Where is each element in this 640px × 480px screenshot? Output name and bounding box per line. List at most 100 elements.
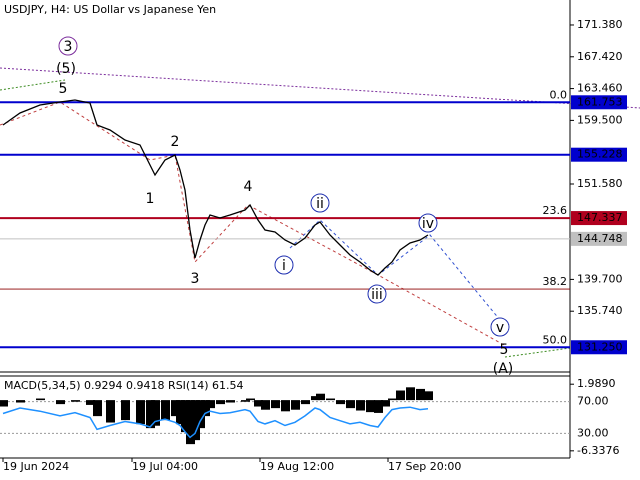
wave-line bbox=[0, 101, 505, 346]
macd-bar bbox=[93, 400, 102, 417]
macd-bar bbox=[176, 400, 185, 425]
wave-label: (A) bbox=[493, 361, 514, 377]
y-tick-label: 135.740 bbox=[577, 304, 623, 317]
wave-label: 2 bbox=[171, 134, 180, 150]
y-tick-label: 159.500 bbox=[577, 113, 623, 126]
level-badge bbox=[571, 211, 627, 226]
signal-value: 0.9418 bbox=[126, 379, 165, 392]
wave-label: 5 bbox=[500, 342, 509, 358]
wave-label: ii bbox=[316, 196, 324, 212]
level-label: 147.337 bbox=[577, 211, 623, 224]
y2-tick-label: 30.00 bbox=[577, 426, 609, 439]
macd-bar bbox=[0, 400, 8, 407]
macd-bar bbox=[346, 400, 355, 409]
macd-bar bbox=[388, 398, 397, 401]
macd-bar bbox=[106, 400, 115, 423]
macd-bar bbox=[86, 400, 95, 405]
macd-bar bbox=[196, 400, 205, 429]
macd-bar bbox=[291, 400, 300, 410]
macd-bar bbox=[316, 393, 325, 401]
wave-circle bbox=[367, 284, 387, 304]
level-badge bbox=[571, 231, 627, 246]
macd-bar bbox=[216, 400, 225, 405]
wave-circle bbox=[418, 213, 438, 233]
x-tick-label: 19 Jun 2024 bbox=[3, 460, 69, 473]
y-tick-label: 139.700 bbox=[577, 272, 623, 285]
y-tick-label: 151.580 bbox=[577, 177, 623, 190]
macd-bar bbox=[71, 400, 80, 402]
macd-bar bbox=[36, 398, 45, 401]
level-label: 155.228 bbox=[577, 148, 623, 161]
macd-bar bbox=[406, 387, 415, 401]
wave-label: iii bbox=[371, 287, 383, 303]
fib-label: 38.2 bbox=[543, 275, 568, 288]
macd-bar bbox=[356, 400, 365, 411]
macd-bar bbox=[121, 400, 130, 421]
macd-bar bbox=[326, 398, 335, 401]
rsi-value: 61.54 bbox=[212, 379, 244, 392]
macd-bar bbox=[201, 400, 210, 417]
macd-bar bbox=[301, 400, 310, 405]
macd-bar bbox=[241, 400, 250, 402]
macd-bar bbox=[16, 400, 25, 403]
macd-bar bbox=[374, 400, 383, 413]
x-tick-label: 17 Sep 20:00 bbox=[388, 460, 461, 473]
level-badge bbox=[571, 147, 627, 162]
fib-label: 23.6 bbox=[543, 204, 568, 217]
macd-bar bbox=[146, 400, 155, 429]
trend-line bbox=[0, 79, 66, 91]
macd-value: 0.9294 bbox=[84, 379, 123, 392]
level-badge bbox=[571, 95, 627, 110]
y2-tick-label: 70.00 bbox=[577, 395, 609, 408]
level-label: 144.748 bbox=[577, 232, 623, 245]
chart-title: USDJPY, H4: US Dollar vs Japanese Yen bbox=[4, 3, 216, 16]
macd-bar bbox=[281, 400, 290, 412]
macd-bar bbox=[171, 400, 180, 417]
macd-bar bbox=[381, 400, 390, 407]
y-tick-label: 167.420 bbox=[577, 50, 623, 63]
level-label: 161.753 bbox=[577, 95, 623, 108]
trend-line bbox=[0, 67, 640, 109]
wave-label: 3 bbox=[64, 39, 73, 55]
macd-bar bbox=[151, 400, 160, 426]
wave-label: 1 bbox=[146, 191, 155, 207]
macd-bar bbox=[136, 400, 145, 425]
macd-bar bbox=[206, 400, 215, 409]
indicator-readout: MACD(5,34,5) 0.9294 0.9418 RSI(14) 61.54 bbox=[4, 379, 244, 392]
macd-bar bbox=[161, 400, 170, 421]
macd-bar bbox=[261, 400, 270, 410]
macd-bar bbox=[311, 396, 320, 401]
rsi-line bbox=[2, 406, 429, 439]
macd-bar bbox=[336, 400, 345, 405]
wave-circle bbox=[310, 193, 330, 213]
macd-bar bbox=[416, 388, 425, 401]
wave-circle bbox=[58, 36, 78, 56]
wave-circle bbox=[490, 317, 510, 337]
macd-bar bbox=[226, 400, 235, 403]
rsi-label: RSI(14) bbox=[168, 379, 208, 392]
macd-bar bbox=[396, 390, 405, 401]
wave-label: 5 bbox=[59, 81, 68, 97]
x-tick-label: 19 Jul 04:00 bbox=[132, 460, 198, 473]
price-line bbox=[2, 99, 429, 276]
wave-circle bbox=[274, 255, 294, 275]
macd-bar bbox=[191, 400, 200, 441]
wave-label: 3 bbox=[191, 271, 200, 287]
y-tick-label: -6.3376 bbox=[577, 444, 619, 457]
y-tick-label: 1.9890 bbox=[577, 377, 616, 390]
macd-bar bbox=[366, 400, 375, 413]
wave-label: 4 bbox=[244, 179, 253, 195]
trend-line bbox=[504, 347, 571, 358]
x-tick-label: 19 Aug 12:00 bbox=[260, 460, 334, 473]
fib-label: 0.0 bbox=[550, 88, 568, 101]
wave-label: (5) bbox=[56, 61, 76, 77]
macd-bar bbox=[246, 398, 255, 401]
level-label: 131.250 bbox=[577, 340, 623, 353]
fib-label: 50.0 bbox=[543, 333, 568, 346]
macd-bar bbox=[424, 391, 433, 401]
y-tick-label: 163.460 bbox=[577, 82, 623, 95]
wave-label: i bbox=[282, 258, 286, 274]
macd-bar bbox=[271, 400, 280, 409]
macd-bar bbox=[186, 400, 195, 445]
